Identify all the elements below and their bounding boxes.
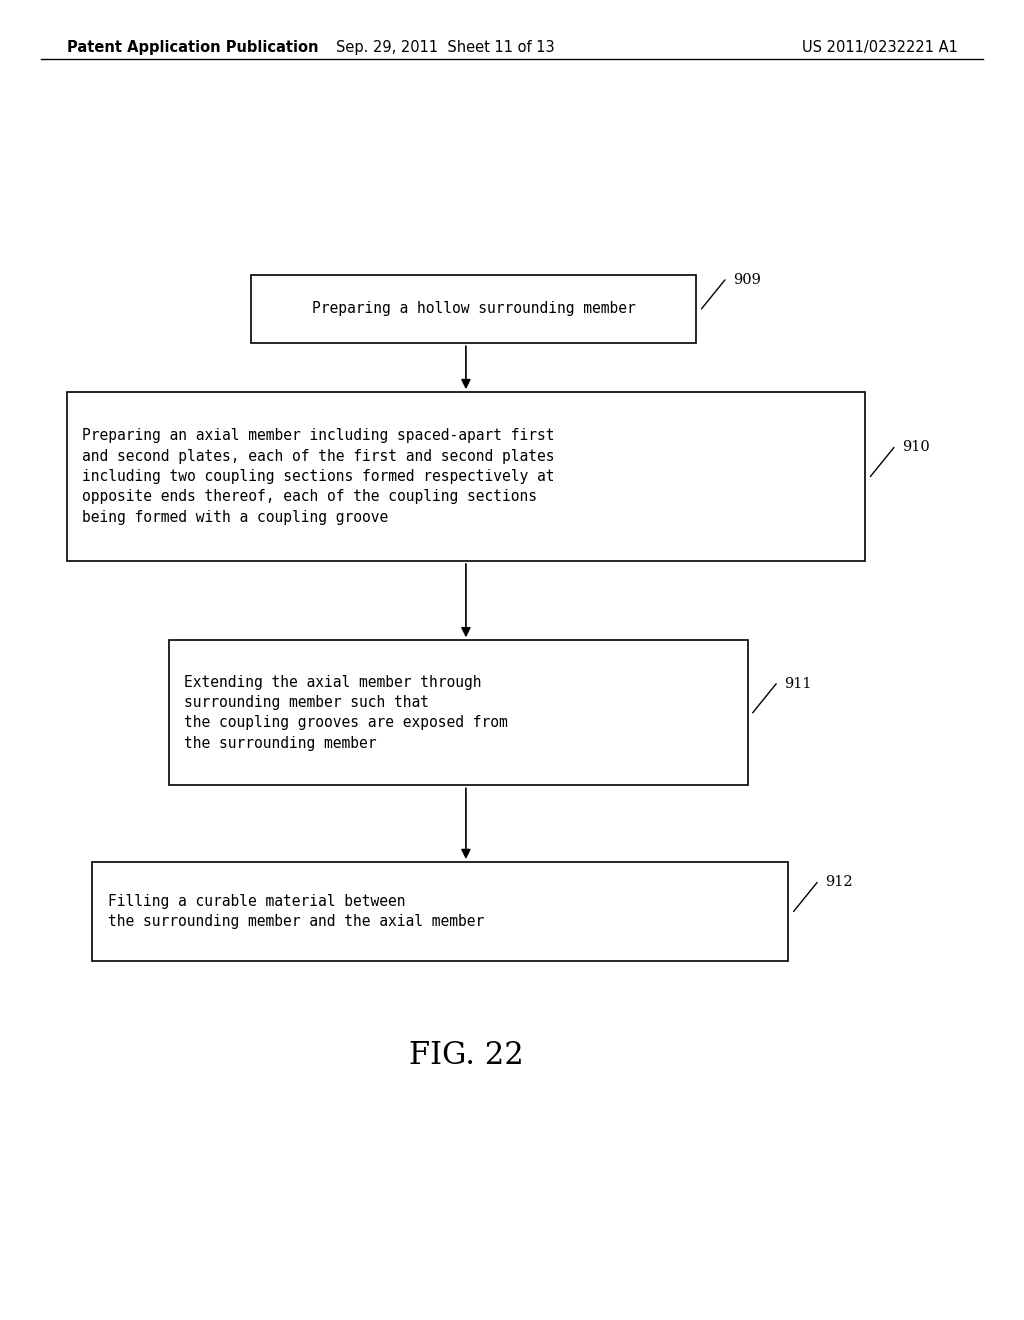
Text: Sep. 29, 2011  Sheet 11 of 13: Sep. 29, 2011 Sheet 11 of 13 xyxy=(336,40,555,55)
Text: Preparing an axial member including spaced-apart first
and second plates, each o: Preparing an axial member including spac… xyxy=(82,428,554,525)
Text: Patent Application Publication: Patent Application Publication xyxy=(67,40,318,55)
Bar xyxy=(92,862,788,961)
Text: 910: 910 xyxy=(902,441,930,454)
Text: Preparing a hollow surrounding member: Preparing a hollow surrounding member xyxy=(311,301,636,317)
Text: Filling a curable material between
the surrounding member and the axial member: Filling a curable material between the s… xyxy=(108,894,483,929)
Text: FIG. 22: FIG. 22 xyxy=(409,1040,523,1072)
Bar xyxy=(67,392,865,561)
Text: US 2011/0232221 A1: US 2011/0232221 A1 xyxy=(802,40,957,55)
Bar xyxy=(251,275,696,343)
Bar xyxy=(169,640,748,785)
Text: 911: 911 xyxy=(784,677,812,690)
Text: 912: 912 xyxy=(825,875,853,890)
Text: 909: 909 xyxy=(733,273,761,286)
Text: Extending the axial member through
surrounding member such that
the coupling gro: Extending the axial member through surro… xyxy=(184,675,508,751)
